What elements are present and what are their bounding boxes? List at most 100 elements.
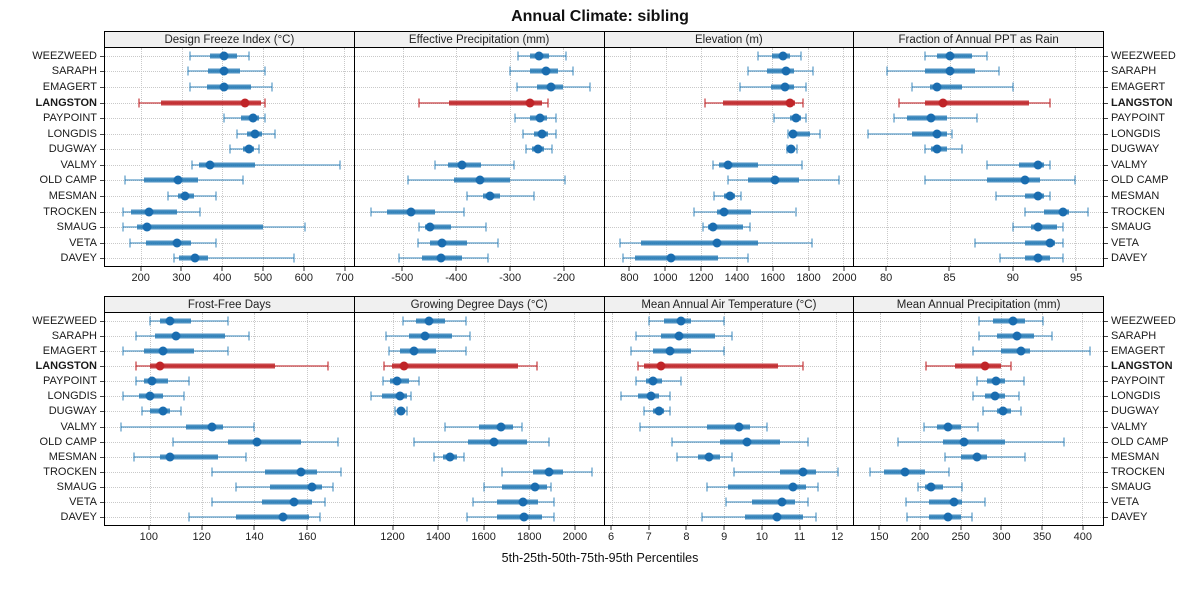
horizontal-gridline <box>854 472 1103 473</box>
whisker-cap <box>923 144 926 154</box>
horizontal-gridline <box>354 149 604 151</box>
vertical-gridline <box>262 48 264 266</box>
axis-tick-mark <box>100 381 104 383</box>
horizontal-gridline <box>105 320 354 322</box>
whisker-cap <box>971 346 974 356</box>
axis-tick-mark <box>1104 133 1108 135</box>
median-dot <box>289 497 299 507</box>
median-dot <box>719 207 729 216</box>
panel-strip-design-freeze-index-c: Design Freeze Index (°C) <box>104 31 355 48</box>
whisker-cap <box>925 361 928 371</box>
panel-axis-fraction-of-annual-ppt-as-rain: 80 85 90 95 <box>853 267 1104 289</box>
axis-tick-label: 120 <box>192 531 211 543</box>
site-label-langston: LANGSTON <box>0 358 104 373</box>
panel-grid: WEEZWEED SARAPH EMAGERT LANGSTON PAYPOINT LON… <box>0 31 1200 548</box>
horizontal-gridline <box>854 164 1103 166</box>
panel-design-freeze-index-c: Design Freeze Index (°C) 200 300 400 500 600 7… <box>104 31 355 289</box>
axis-tick-mark <box>253 526 255 530</box>
axis-tick-label: 1400 <box>724 272 750 284</box>
site-label-longdis: LONGDIS <box>0 126 104 142</box>
interquartile-bar <box>131 209 177 214</box>
whisker-cap <box>1011 82 1014 92</box>
site-label-paypoint: PAYPOINT <box>1104 110 1200 126</box>
whisker-cap <box>338 160 341 170</box>
site-label-davey: DAVEY <box>1104 510 1200 525</box>
axis-tick-mark <box>1104 381 1108 383</box>
median-dot <box>1008 316 1018 326</box>
horizontal-gridline <box>854 396 1103 398</box>
site-label-mesman: MESMAN <box>1104 188 1200 204</box>
interquartile-bar <box>497 499 538 505</box>
median-dot <box>938 98 948 107</box>
interquartile-bar <box>924 100 1029 105</box>
whisker-cap <box>417 222 420 232</box>
median-dot <box>205 160 215 170</box>
panel-axis-effective-precipitation-mm: -500 -400 -300 -200 <box>354 267 605 289</box>
whisker-cap <box>801 361 804 371</box>
median-dot <box>219 51 229 61</box>
axis-tick-label: 85 <box>943 272 956 284</box>
interquartile-bar <box>501 484 547 490</box>
whisker-cap <box>816 482 819 492</box>
axis-tick-mark <box>392 526 393 530</box>
site-label-veta: VETA <box>0 495 104 510</box>
whisker-cap <box>465 512 468 522</box>
median-dot <box>395 391 405 401</box>
horizontal-gridline <box>354 350 604 352</box>
horizontal-gridline <box>854 335 1103 337</box>
interquartile-bar <box>144 348 195 354</box>
whisker-cap <box>487 253 490 263</box>
whisker-cap <box>273 129 276 139</box>
site-label-old-camp: OLD CAMP <box>0 173 104 189</box>
site-label-mesman: MESMAN <box>1104 449 1200 464</box>
axis-tick-mark <box>100 441 104 443</box>
whisker-cap <box>393 406 396 416</box>
horizontal-gridline <box>105 502 354 504</box>
whisker-cap <box>795 144 798 154</box>
site-label-langston: LANGSTON <box>1104 95 1200 111</box>
percentile-whisker <box>191 163 340 166</box>
interquartile-bar <box>955 363 1002 369</box>
site-labels-left: WEEZWEED SARAPH EMAGERT LANGSTON PAYPOINT LON… <box>0 31 104 266</box>
site-label-emagert: EMAGERT <box>1104 343 1200 358</box>
panel-plot-elevation-m <box>603 48 855 267</box>
whisker-cap <box>1049 160 1052 170</box>
whisker-cap <box>838 175 841 185</box>
whisker-cap <box>723 316 726 326</box>
whisker-cap <box>702 222 705 232</box>
axis-tick-label: 300 <box>992 531 1011 543</box>
axis-tick-label: 100 <box>139 531 159 543</box>
whisker-cap <box>469 331 472 341</box>
axis-tick-mark <box>948 267 950 271</box>
horizontal-gridline <box>604 335 854 337</box>
median-dot <box>530 482 540 492</box>
axis-tick-mark <box>221 267 223 271</box>
site-label-old-camp: OLD CAMP <box>0 434 104 449</box>
vertical-gridline <box>343 48 345 266</box>
axis-tick-mark <box>1075 267 1077 271</box>
panel-strip-growing-degree-days-c: Growing Degree Days (°C) <box>353 296 605 313</box>
whisker-cap <box>182 391 185 401</box>
whisker-cap <box>807 497 810 507</box>
vertical-gridline <box>1075 48 1077 266</box>
whisker-cap <box>397 253 400 263</box>
whisker-cap <box>416 238 419 248</box>
median-dot <box>436 253 446 263</box>
whisker-cap <box>635 376 638 386</box>
interquartile-bar <box>660 333 715 339</box>
axis-tick-mark <box>100 227 104 229</box>
vertical-gridline <box>303 48 305 266</box>
axis-tick-mark <box>1104 118 1108 120</box>
site-label-longdis: LONGDIS <box>1104 389 1200 404</box>
whisker-cap <box>236 129 239 139</box>
horizontal-gridline <box>105 517 354 519</box>
whisker-cap <box>977 331 980 341</box>
axis-tick-label: 1600 <box>760 272 785 284</box>
whisker-cap <box>172 253 175 263</box>
median-dot <box>1058 207 1068 216</box>
axis-tick-mark <box>100 502 104 504</box>
whisker-cap <box>513 160 516 170</box>
axis-tick-mark <box>1104 180 1108 182</box>
panel-fraction-of-annual-ppt-as-rain: Fraction of Annual PPT as Rain 80 85 90 95 <box>853 31 1104 289</box>
axis-tick-mark <box>1104 487 1108 489</box>
